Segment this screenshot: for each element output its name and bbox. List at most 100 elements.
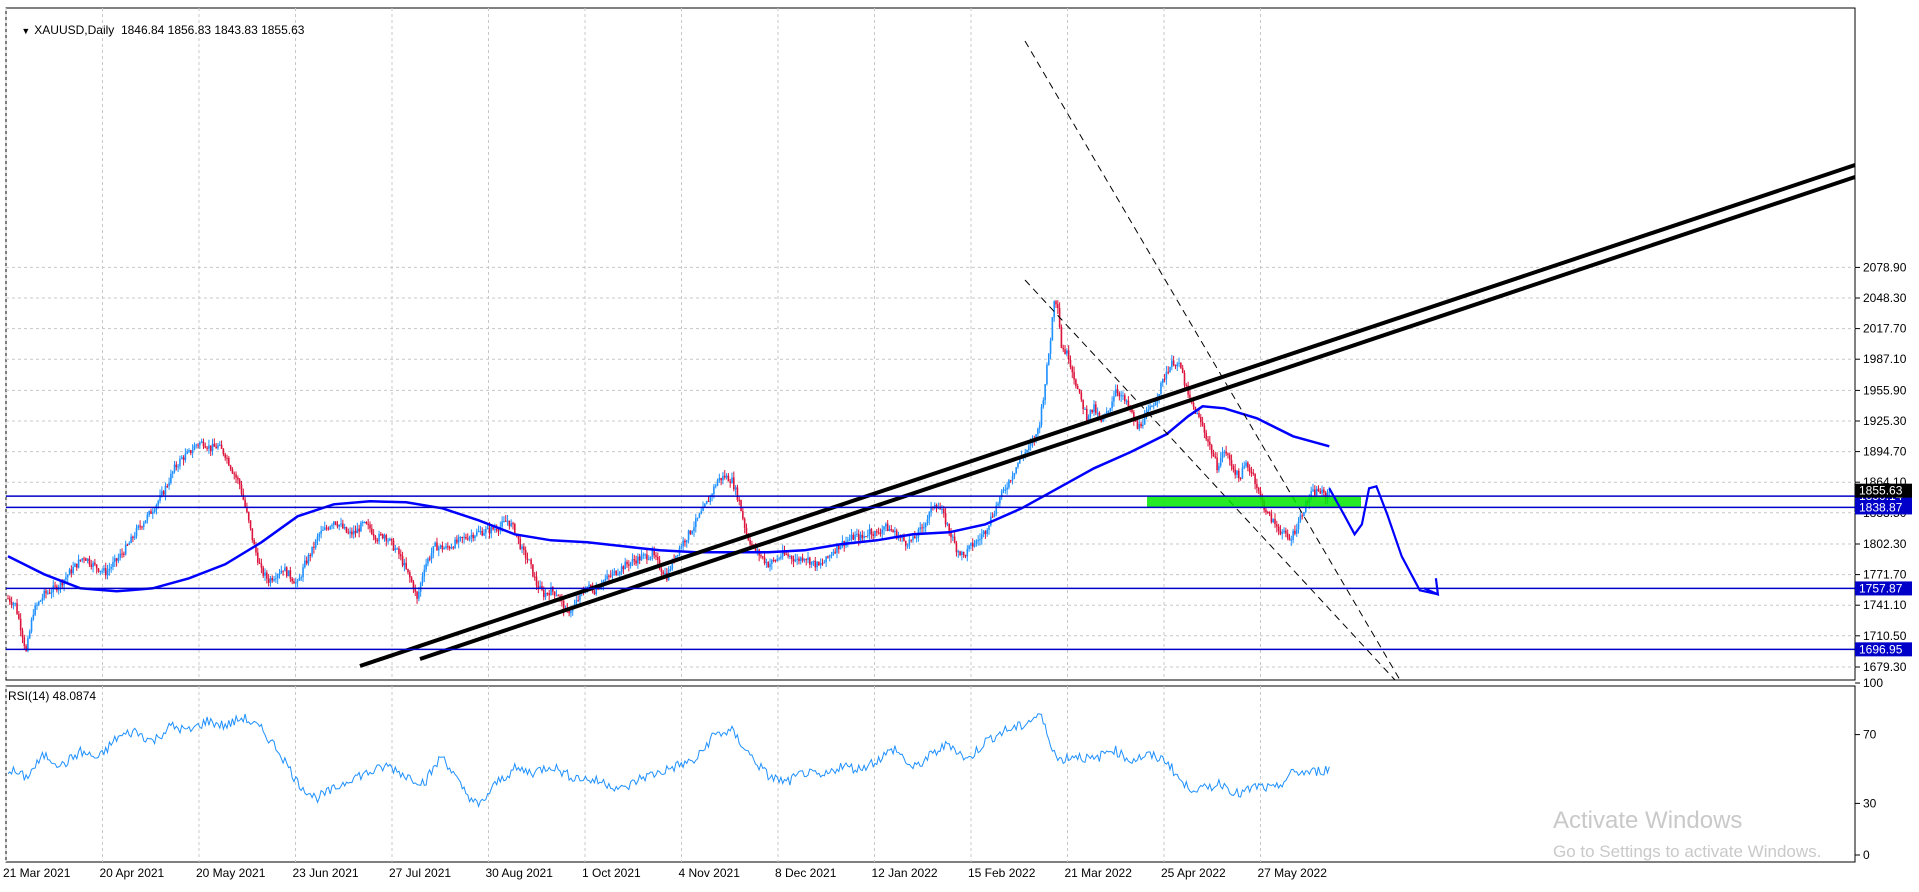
- collapse-triangle-icon[interactable]: ▼: [21, 26, 31, 36]
- rsi-header: RSI(14) 48.0874: [8, 689, 97, 703]
- candle-body: [870, 528, 873, 535]
- candle-body: [682, 540, 684, 547]
- candle-body: [215, 446, 217, 449]
- candle-body: [302, 567, 304, 578]
- candle-body: [1060, 327, 1063, 349]
- candle-body: [1268, 512, 1271, 514]
- candle-body: [233, 473, 236, 475]
- candle-body: [1176, 363, 1179, 367]
- candle-body: [202, 441, 205, 447]
- candle-body: [258, 562, 261, 564]
- candle-body: [260, 563, 263, 568]
- candle-body: [75, 563, 78, 568]
- candle-body: [1143, 415, 1146, 425]
- candle-body: [1009, 480, 1012, 482]
- candle-body: [465, 536, 467, 539]
- y-tick-label: 1741.10: [1863, 598, 1907, 612]
- x-tick-label: 21 Mar 2021: [3, 866, 71, 880]
- candle-body: [157, 501, 160, 505]
- candle-body: [1084, 408, 1086, 410]
- candle-body: [175, 464, 178, 468]
- candle-body: [633, 559, 636, 561]
- candle-body: [707, 501, 710, 503]
- candle-body: [492, 527, 494, 530]
- level-tag-text: 1696.95: [1859, 642, 1903, 656]
- candle-body: [618, 572, 621, 574]
- candle-body: [323, 527, 326, 530]
- candle-body: [318, 533, 321, 537]
- candle-body: [266, 572, 268, 579]
- candle-body: [327, 528, 330, 530]
- candle-body: [405, 562, 407, 569]
- candle-body: [1198, 413, 1200, 417]
- rsi-panel: [5, 685, 1856, 863]
- candle-body: [1219, 458, 1222, 466]
- y-tick-label: 2017.70: [1863, 322, 1907, 336]
- candle-body: [767, 562, 769, 568]
- candle-body: [881, 529, 884, 534]
- candle-body: [649, 557, 652, 560]
- candle-body: [995, 505, 998, 515]
- candle-body: [709, 495, 712, 503]
- candle-body: [810, 561, 813, 565]
- level-price-tag: 1696.95: [1855, 642, 1912, 657]
- candle-body: [291, 578, 293, 582]
- candle-body: [18, 613, 20, 619]
- candle-body: [1095, 404, 1097, 413]
- candle-body: [1091, 409, 1093, 412]
- candle-body: [494, 528, 496, 530]
- candle-body: [115, 558, 118, 561]
- candle-body: [609, 575, 612, 577]
- candle-body: [680, 546, 683, 548]
- candle-body: [506, 520, 509, 522]
- candle-body: [1028, 445, 1030, 451]
- x-tick-label: 15 Feb 2022: [968, 866, 1036, 880]
- candle-body: [428, 558, 431, 560]
- candle-body: [1285, 530, 1287, 534]
- candle-body: [95, 564, 98, 569]
- candle-body: [1000, 490, 1003, 497]
- candle-body: [876, 531, 878, 533]
- candle-body: [924, 522, 927, 528]
- candle-body: [1049, 340, 1052, 354]
- candle-body: [229, 465, 232, 470]
- candle-body: [1102, 417, 1104, 422]
- candle-body: [1105, 411, 1108, 415]
- candle-body: [142, 523, 145, 527]
- candle-body: [796, 558, 798, 560]
- forecast-arrow-head: [1423, 578, 1440, 597]
- candle-body: [1076, 386, 1079, 389]
- candle-body: [653, 550, 655, 556]
- candle-body: [347, 532, 350, 534]
- candle-body: [170, 473, 172, 484]
- candle-body: [200, 441, 203, 443]
- candle-body: [1051, 317, 1054, 341]
- candle-body: [944, 512, 947, 525]
- candle-body: [126, 544, 129, 546]
- candle-body: [1232, 466, 1235, 470]
- candle-body: [790, 556, 793, 560]
- candle-body: [700, 511, 703, 514]
- candle-body: [483, 533, 485, 536]
- candle-body: [427, 558, 429, 564]
- candle-body: [21, 630, 24, 638]
- candle-body: [850, 534, 853, 540]
- candle-body: [430, 553, 433, 559]
- candle-body: [103, 568, 105, 571]
- candle-body: [1245, 462, 1247, 467]
- candle-body: [993, 514, 996, 517]
- candle-body: [1080, 392, 1083, 400]
- candle-body: [474, 535, 476, 539]
- candle-body: [1087, 416, 1090, 421]
- candle-body: [812, 560, 815, 562]
- candle-body: [1294, 530, 1296, 534]
- candle-body: [848, 539, 851, 541]
- x-tick-label: 12 Jan 2022: [872, 866, 938, 880]
- candle-body: [1288, 537, 1291, 541]
- candle-body: [828, 555, 831, 558]
- candle-body: [479, 530, 482, 532]
- candle-body: [778, 558, 780, 560]
- candle-body: [787, 554, 789, 557]
- candle-body: [1171, 360, 1173, 368]
